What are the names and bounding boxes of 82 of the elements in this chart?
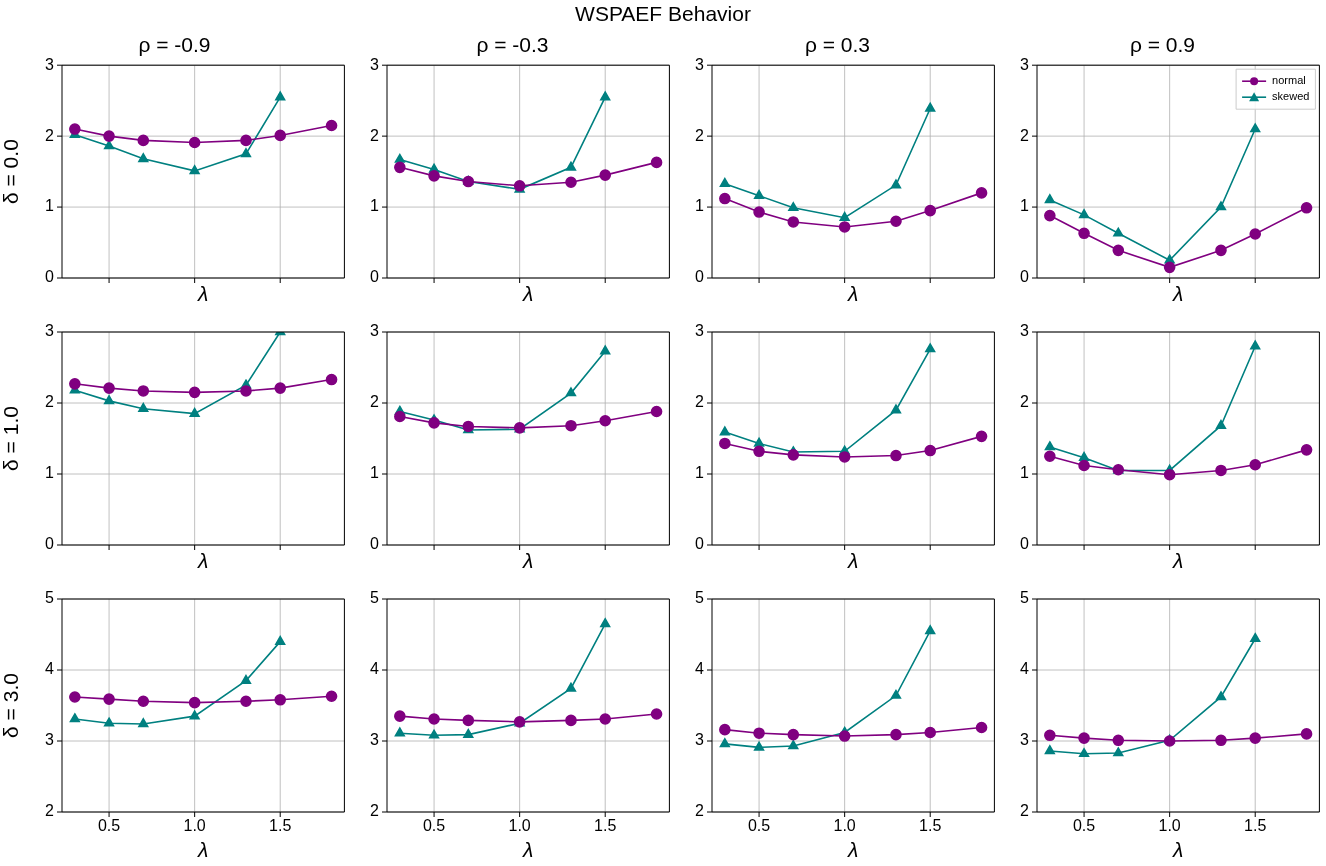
y-tick-label: 1 bbox=[370, 464, 380, 482]
y-tick-label: 5 bbox=[45, 589, 55, 607]
y-tick-label: 3 bbox=[370, 731, 380, 749]
y-tick-label: 1 bbox=[695, 464, 705, 482]
x-axis-title: λ bbox=[1172, 282, 1184, 306]
y-tick-label: 3 bbox=[45, 55, 55, 73]
y-tick-label: 4 bbox=[370, 660, 380, 678]
y-tick-label: 0 bbox=[370, 535, 380, 553]
x-tick-label: 1.5 bbox=[269, 817, 292, 835]
x-tick-label: 0.5 bbox=[97, 817, 121, 835]
y-tick-label: 0 bbox=[695, 535, 705, 553]
chart-title: ρ = 0.9 bbox=[1129, 33, 1196, 57]
x-axis-title: λ bbox=[1172, 549, 1184, 573]
y-tick-label: 2 bbox=[1020, 802, 1030, 820]
y-tick-label: 4 bbox=[695, 660, 705, 678]
y-tick-label: 1 bbox=[45, 464, 55, 482]
x-axis-title: λ bbox=[197, 282, 209, 306]
y-tick-label: 3 bbox=[1020, 731, 1030, 749]
x-axis-title: λ bbox=[847, 282, 859, 306]
y-tick-label: 2 bbox=[370, 126, 380, 144]
y-tick-label: 0 bbox=[1020, 268, 1030, 286]
y-tick-label: 3 bbox=[695, 322, 705, 340]
x-tick-label: 1.5 bbox=[594, 817, 617, 835]
y-tick-label: 3 bbox=[45, 322, 55, 340]
x-axis-title: λ bbox=[847, 838, 859, 862]
y-tick-label: 3 bbox=[1020, 55, 1030, 73]
x-axis-title: λ bbox=[522, 282, 534, 306]
y-tick-label: 0 bbox=[1020, 535, 1030, 553]
y-tick-label: 3 bbox=[45, 731, 55, 749]
x-tick-label: 1.0 bbox=[1158, 817, 1181, 835]
y-tick-label: 1 bbox=[45, 197, 55, 215]
x-tick-label: 0.5 bbox=[422, 817, 446, 835]
y-tick-label: 5 bbox=[1020, 589, 1030, 607]
x-axis-title: λ bbox=[522, 549, 534, 573]
text: WSPAEF Behavior bbox=[574, 2, 752, 26]
y-tick-label: 2 bbox=[45, 802, 55, 820]
x-tick-label: 0.5 bbox=[1072, 817, 1096, 835]
y-tick-label: 5 bbox=[370, 589, 380, 607]
y-tick-label: 2 bbox=[370, 393, 380, 411]
y-axis-title: δ = 1.0 bbox=[0, 406, 23, 471]
y-tick-label: 5 bbox=[695, 589, 705, 607]
chart-title: ρ = -0.9 bbox=[138, 33, 211, 57]
x-axis-title: λ bbox=[522, 838, 534, 862]
y-tick-label: 3 bbox=[695, 55, 705, 73]
y-tick-label: 0 bbox=[45, 535, 55, 553]
y-tick-label: 2 bbox=[45, 393, 55, 411]
y-tick-label: 3 bbox=[1020, 322, 1030, 340]
y-tick-label: 4 bbox=[1020, 660, 1030, 678]
y-tick-label: 2 bbox=[1020, 393, 1030, 411]
y-tick-label: 3 bbox=[370, 55, 380, 73]
y-tick-label: 0 bbox=[695, 268, 705, 286]
y-tick-label: 1 bbox=[1020, 464, 1030, 482]
y-tick-label: 2 bbox=[695, 393, 705, 411]
x-axis-title: λ bbox=[1172, 838, 1184, 862]
x-tick-label: 1.5 bbox=[919, 817, 942, 835]
y-tick-label: 2 bbox=[695, 802, 705, 820]
y-axis-title: δ = 0.0 bbox=[0, 139, 23, 205]
x-axis-title: λ bbox=[197, 549, 209, 573]
x-tick-label: 0.5 bbox=[747, 817, 771, 835]
y-tick-label: 4 bbox=[45, 660, 55, 678]
y-tick-label: 2 bbox=[1020, 126, 1030, 144]
y-tick-label: 2 bbox=[695, 126, 705, 144]
y-tick-label: 3 bbox=[695, 731, 705, 749]
legend-label: skewed bbox=[1272, 90, 1310, 103]
legend-label: normal bbox=[1272, 74, 1306, 87]
chart-title: ρ = 0.3 bbox=[804, 33, 871, 57]
y-tick-label: 3 bbox=[370, 322, 380, 340]
y-tick-label: 0 bbox=[45, 268, 55, 286]
x-tick-label: 1.0 bbox=[508, 817, 531, 835]
y-axis-title: δ = 3.0 bbox=[0, 673, 23, 738]
chart-title: ρ = -0.3 bbox=[476, 33, 549, 57]
x-tick-label: 1.0 bbox=[833, 817, 856, 835]
x-axis-title: λ bbox=[197, 838, 209, 862]
x-tick-label: 1.0 bbox=[183, 817, 206, 835]
y-tick-label: 2 bbox=[370, 802, 380, 820]
x-tick-label: 1.5 bbox=[1244, 817, 1267, 835]
y-tick-label: 2 bbox=[45, 126, 55, 144]
y-tick-label: 0 bbox=[370, 268, 380, 286]
y-tick-label: 1 bbox=[1020, 197, 1030, 215]
x-axis-title: λ bbox=[847, 549, 859, 573]
y-tick-label: 1 bbox=[370, 197, 380, 215]
y-tick-label: 1 bbox=[695, 197, 705, 215]
